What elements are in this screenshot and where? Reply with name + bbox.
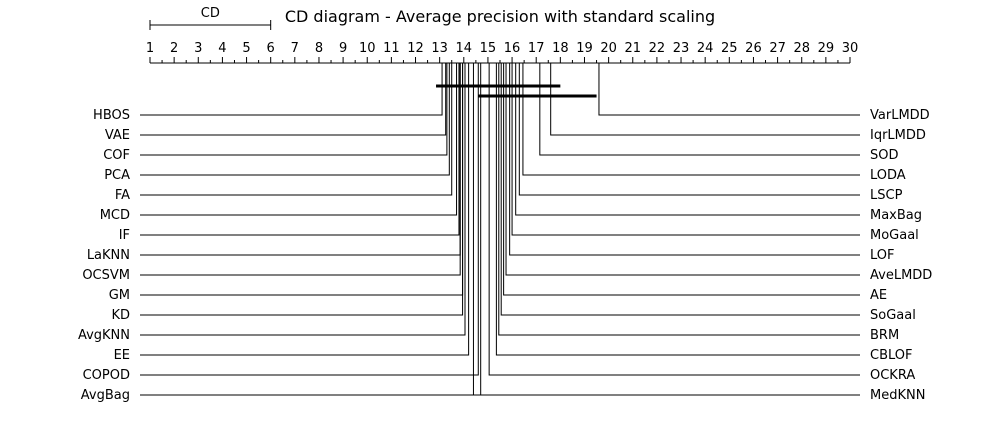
axis-tick-label: 18	[552, 41, 569, 56]
method-label: COF	[103, 148, 130, 163]
axis-tick-label: 15	[480, 41, 497, 56]
method-label: MCD	[100, 208, 130, 223]
axis-tick-label: 19	[576, 41, 593, 56]
method-label: AveLMDD	[870, 268, 932, 283]
chart-title: CD diagram - Average precision with stan…	[285, 7, 715, 26]
axis-tick-label: 25	[721, 41, 738, 56]
axis-tick-label: 22	[649, 41, 666, 56]
method-label: MaxBag	[870, 208, 922, 223]
axis-tick-label: 11	[383, 41, 400, 56]
axis-tick-label: 20	[600, 41, 617, 56]
method-connector	[140, 63, 464, 296]
method-connector	[140, 63, 482, 396]
method-label: IqrLMDD	[870, 128, 926, 143]
method-label: LaKNN	[87, 248, 130, 263]
method-label: AE	[870, 288, 887, 303]
axis-tick-label: 10	[359, 41, 376, 56]
axis-tick-label: 1	[146, 41, 154, 56]
method-label: COPOD	[83, 368, 130, 383]
method-connector	[509, 63, 860, 256]
axis-tick-label: 27	[769, 41, 786, 56]
method-label: AvgBag	[81, 388, 130, 403]
axis-tick-label: 21	[624, 41, 641, 56]
axis-tick-label: 3	[194, 41, 202, 56]
method-connector	[140, 63, 447, 136]
axis-tick-label: 5	[242, 41, 250, 56]
method-connector	[140, 63, 460, 236]
method-connector	[140, 63, 470, 356]
method-connector	[495, 63, 860, 356]
axis-tick-label: 12	[407, 41, 424, 56]
method-connector	[500, 63, 860, 316]
method-connector	[498, 63, 860, 336]
method-label: HBOS	[93, 108, 130, 123]
method-connector	[598, 63, 860, 116]
right-methods: VarLMDD IqrLMDD SOD LODA LSCP MaxBag MoGaal LOF…	[472, 63, 932, 403]
method-label: BRM	[870, 328, 899, 343]
method-connector	[550, 63, 860, 136]
method-label: KD	[111, 308, 130, 323]
method-connector	[511, 63, 860, 236]
method-connector	[505, 63, 860, 276]
method-connector	[522, 63, 860, 176]
cd-label: CD	[201, 6, 220, 21]
method-label: PCA	[104, 168, 130, 183]
method-label: MoGaal	[870, 228, 919, 243]
axis-tick-label: 2	[170, 41, 178, 56]
method-label: IF	[119, 228, 130, 243]
method-label: GM	[109, 288, 130, 303]
method-connector	[539, 63, 860, 156]
axis-tick-label: 26	[745, 41, 762, 56]
method-label: MedKNN	[870, 388, 925, 403]
method-connector	[140, 63, 443, 116]
axis-tick-label: 17	[528, 41, 545, 56]
method-connector	[472, 63, 860, 396]
axis-tick-label: 4	[218, 41, 226, 56]
method-label: EE	[114, 348, 130, 363]
method-label: VarLMDD	[870, 108, 930, 123]
method-label: OCKRA	[870, 368, 915, 383]
method-label: LOF	[870, 248, 895, 263]
method-connector	[140, 63, 453, 196]
method-connector	[518, 63, 860, 196]
method-connector	[140, 63, 458, 216]
method-label: LSCP	[870, 188, 903, 203]
left-methods: HBOS VAE COF PCA FA MCD IF LaKNN OCSVM GM KD AvgKNN…	[78, 63, 482, 403]
method-label: VAE	[105, 128, 130, 143]
method-connector	[503, 63, 860, 296]
axis-tick-label: 29	[818, 41, 835, 56]
axis-tick-label: 13	[431, 41, 448, 56]
method-label: LODA	[870, 168, 906, 183]
method-label: OCSVM	[82, 268, 130, 283]
axis-tick-label: 8	[315, 41, 323, 56]
method-connector	[140, 63, 479, 376]
axis-tick-label: 16	[504, 41, 521, 56]
axis-tick-label: 6	[267, 41, 275, 56]
rank-axis: 1 2 3 4 5 6 7 8 9 10 11 12 13 14 15 16 17 18 19 20 21 22 23 24 2…	[146, 41, 859, 64]
method-connector	[515, 63, 860, 216]
method-label: CBLOF	[870, 348, 913, 363]
axis-tick-label: 23	[673, 41, 690, 56]
method-connector	[140, 63, 450, 176]
axis-tick-label: 9	[339, 41, 347, 56]
method-connector	[140, 63, 466, 336]
method-connector	[140, 63, 461, 256]
axis-tick-label: 30	[842, 41, 859, 56]
axis-tick-label: 14	[456, 41, 473, 56]
method-connector	[140, 63, 448, 156]
method-label: SoGaal	[870, 308, 916, 323]
axis-tick-label: 28	[793, 41, 810, 56]
method-label: FA	[115, 188, 130, 203]
method-connector	[140, 63, 464, 316]
axis-tick-label: 7	[291, 41, 299, 56]
method-connector	[140, 63, 461, 276]
method-connector	[488, 63, 860, 376]
axis-tick-label: 24	[697, 41, 714, 56]
method-label: AvgKNN	[78, 328, 130, 343]
method-label: SOD	[870, 148, 899, 163]
critical-difference-bar: CD	[149, 6, 272, 30]
